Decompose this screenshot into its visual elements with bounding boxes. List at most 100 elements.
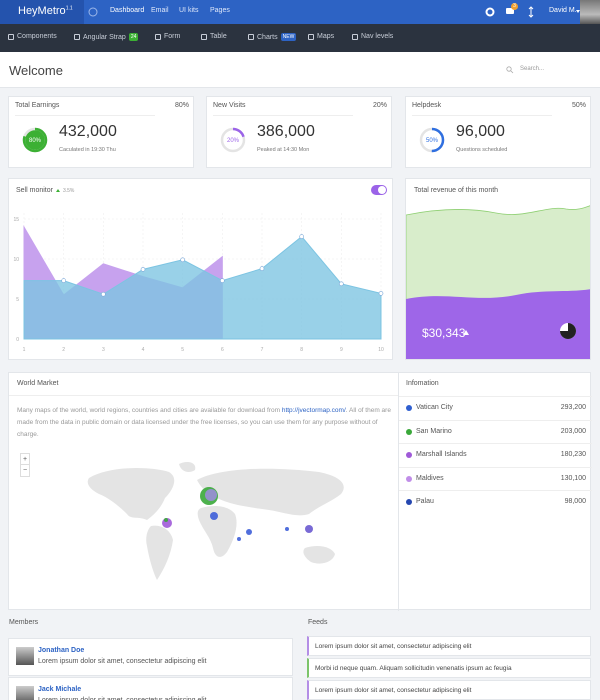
world-text: Many maps of the world, world regions, c… bbox=[17, 405, 397, 441]
gauge-label: 80% bbox=[29, 138, 42, 144]
sub-nav-item[interactable]: Nav levels bbox=[352, 33, 396, 40]
x-tick-label: 8 bbox=[300, 347, 303, 353]
sell-monitor-header: Sell monitor 3.5% bbox=[16, 187, 74, 194]
map-bubble bbox=[205, 489, 217, 501]
welcome-bar: Welcome Search... bbox=[0, 52, 600, 88]
x-tick-label: 9 bbox=[340, 347, 343, 353]
world-link[interactable]: http://jvectormap.com/ bbox=[281, 407, 346, 414]
info-row: Palau 98,000 bbox=[399, 490, 592, 514]
member-name[interactable]: Jonathan Doe bbox=[38, 647, 85, 654]
gauge-label: 50% bbox=[426, 138, 439, 144]
feed-text: Lorem ipsum dolor sit amet, consectetur … bbox=[315, 643, 472, 650]
settings-icon bbox=[485, 7, 495, 17]
sub-nav-label: Nav levels bbox=[361, 33, 394, 40]
sub-nav-icon bbox=[352, 33, 358, 40]
sub-nav-icon bbox=[248, 34, 254, 40]
user-name[interactable]: David M. bbox=[549, 7, 577, 14]
map-bubble bbox=[237, 537, 241, 541]
user-caret bbox=[576, 10, 580, 13]
clock-face bbox=[88, 7, 98, 17]
gauge-arc bbox=[220, 127, 246, 153]
sub-nav-item[interactable]: Form bbox=[155, 33, 183, 40]
stat-percent: 50% bbox=[571, 102, 586, 109]
stat-value: 386,000 bbox=[257, 123, 315, 140]
y-tick-label: 5 bbox=[16, 297, 19, 303]
search-input[interactable]: Search... bbox=[520, 66, 545, 72]
world-title: World Market bbox=[17, 380, 59, 387]
x-tick-label: 1 bbox=[23, 347, 26, 353]
expand-icon bbox=[528, 6, 534, 18]
sub-nav-item[interactable]: Components bbox=[8, 33, 60, 40]
info-name: San Marino bbox=[416, 427, 452, 435]
sub-nav-item[interactable]: Maps bbox=[308, 33, 337, 40]
sub-nav-icon bbox=[74, 34, 80, 40]
info-dot bbox=[406, 405, 412, 411]
x-tick-label: 7 bbox=[261, 347, 264, 353]
toggle-switch[interactable] bbox=[371, 185, 387, 195]
stat-note: Peaked at 14:30 Mon bbox=[257, 147, 310, 153]
world-text-after: . All of them are made from the data in … bbox=[17, 407, 391, 438]
search-glass bbox=[506, 66, 512, 72]
stat-card: Helpdesk 50% 50% 96,000 Questions scheduled bbox=[405, 96, 591, 168]
info-row: Maldives 130,100 bbox=[399, 466, 592, 491]
revenue-waves bbox=[406, 205, 590, 359]
data-point bbox=[339, 281, 344, 287]
info-name: Vatican City bbox=[416, 404, 453, 411]
info-name: Palau bbox=[416, 498, 434, 505]
info-dot bbox=[406, 428, 412, 435]
sub-nav-icon bbox=[155, 33, 161, 40]
data-point bbox=[180, 257, 185, 263]
map-region bbox=[197, 506, 237, 557]
data-point bbox=[378, 291, 384, 296]
top-bar: HeyMetro1.1 Dashboard Email UI kits Pages 3 Da… bbox=[0, 0, 600, 24]
nav-item[interactable]: UI kits bbox=[179, 7, 199, 14]
sub-nav-icon bbox=[201, 33, 207, 40]
sub-nav-item[interactable]: Angular Strap 24 bbox=[74, 33, 141, 41]
data-point bbox=[61, 278, 66, 283]
notification-badge[interactable]: 3 bbox=[511, 3, 518, 10]
x-tick-label: 5 bbox=[181, 347, 184, 353]
search-icon bbox=[506, 66, 514, 74]
sub-nav-item[interactable]: Table bbox=[201, 33, 230, 40]
sub-nav-label: Angular Strap bbox=[83, 33, 126, 41]
zoom-controls: + − bbox=[20, 453, 30, 477]
stat-divider bbox=[15, 115, 155, 116]
sub-nav-item[interactable]: Charts NEW bbox=[248, 33, 299, 41]
sub-nav: Components Angular Strap 24 Form Table Charts… bbox=[0, 24, 600, 52]
gauge-arc bbox=[419, 127, 445, 153]
search-handle bbox=[510, 70, 514, 74]
sub-nav-label: Maps bbox=[317, 33, 335, 40]
stat-note: Questions scheduled bbox=[456, 147, 508, 153]
page-title: Welcome bbox=[9, 63, 63, 78]
nav-item[interactable]: Pages bbox=[210, 7, 230, 14]
world-market-card: World Market Many maps of the world, worl… bbox=[8, 372, 592, 611]
zoom-in[interactable]: + bbox=[21, 456, 29, 465]
x-tick-label: 3 bbox=[102, 347, 105, 353]
member-item: Jack Michale Lorem ipsum dolor sit amet, … bbox=[8, 677, 293, 700]
gauge-arc bbox=[22, 127, 48, 153]
brand[interactable]: HeyMetro1.1 bbox=[18, 5, 73, 17]
member-name[interactable]: Jack Michale bbox=[38, 686, 82, 693]
y-tick-label: 0 bbox=[16, 337, 19, 343]
sub-nav-label: Form bbox=[164, 33, 181, 40]
zoom-out[interactable]: − bbox=[22, 467, 28, 474]
map-region bbox=[146, 525, 173, 580]
sell-monitor-title: Sell monitor bbox=[16, 187, 53, 194]
nav-item[interactable]: Email bbox=[151, 7, 169, 14]
info-dot bbox=[406, 499, 412, 505]
member-avatar bbox=[16, 647, 34, 665]
info-value: 98,000 bbox=[564, 498, 586, 505]
revenue-wave-purple bbox=[406, 289, 590, 359]
member-text: Lorem ipsum dolor sit amet, consectetur … bbox=[38, 658, 207, 665]
sell-monitor-card: Sell monitor 3.5% 0 5 10 15 1 2 3 4 5 6 7 8 9 10 bbox=[8, 178, 393, 360]
info-name: Maldives bbox=[416, 474, 444, 482]
stat-divider bbox=[213, 115, 353, 116]
nav-item[interactable]: Dashboard bbox=[110, 7, 145, 14]
avatar[interactable] bbox=[580, 0, 600, 24]
stat-title: New Visits bbox=[213, 102, 246, 109]
info-row: Vatican City 293,200 bbox=[399, 396, 592, 420]
stat-note: Caculated in 19:30 Thu bbox=[59, 147, 116, 153]
info-row: San Marino 203,000 bbox=[399, 419, 592, 444]
map-bubble bbox=[246, 529, 252, 535]
gauge: 20% bbox=[220, 127, 246, 153]
